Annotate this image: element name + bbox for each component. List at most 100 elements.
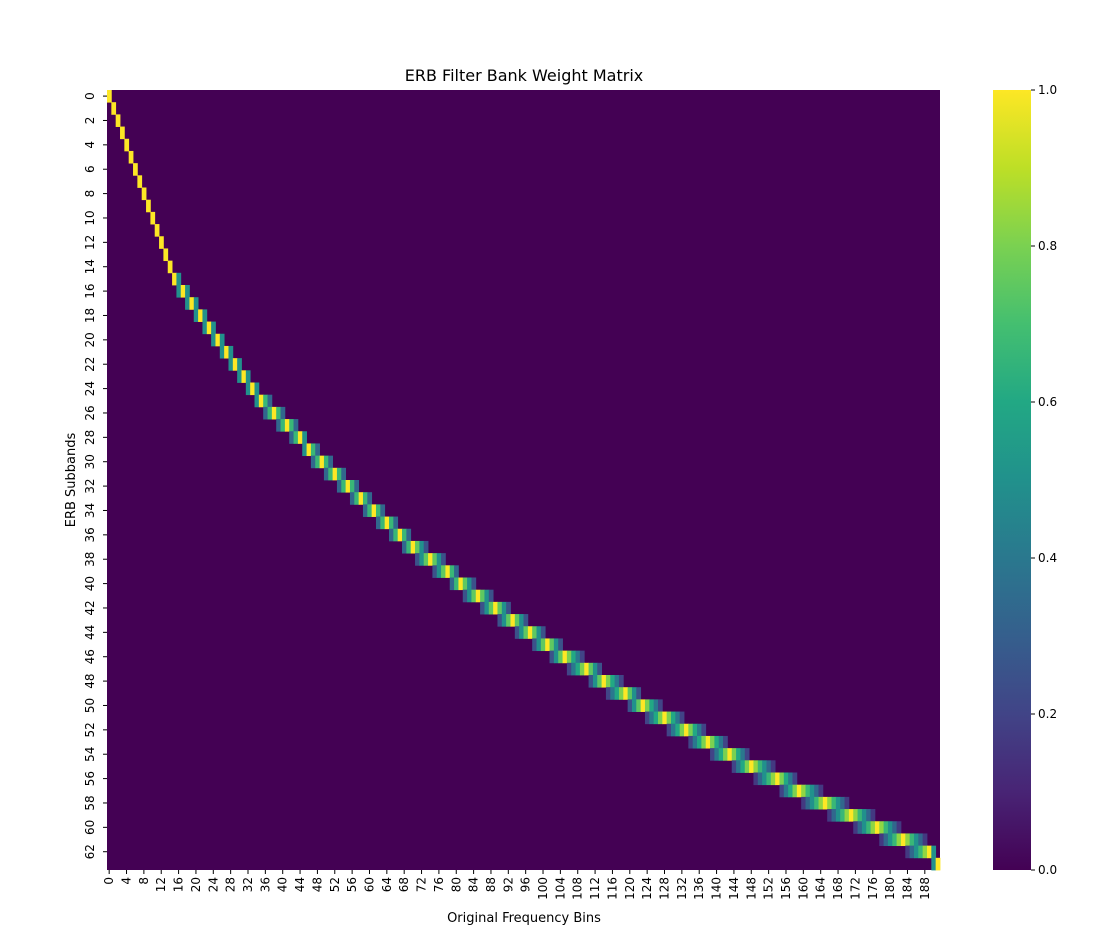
heatmap-cell <box>146 199 151 213</box>
heatmap-cell <box>731 760 737 773</box>
heatmap-cell <box>527 626 533 639</box>
heatmap-cell <box>571 662 576 676</box>
x-tick-label: 120 <box>623 877 637 900</box>
heatmap-cell <box>159 236 164 249</box>
heatmap-cell <box>818 784 824 798</box>
x-axis-label: Original Frequency Bins <box>447 911 601 926</box>
heatmap-cell <box>835 809 841 822</box>
colorbar-tick-label: 1.0 <box>1038 83 1057 97</box>
x-tick-label: 164 <box>814 877 828 900</box>
y-tick-label: 18 <box>83 308 97 323</box>
heatmap-cell <box>224 345 229 359</box>
heatmap-cell <box>644 699 650 712</box>
y-tick-label: 24 <box>83 381 97 396</box>
heatmap-cell <box>931 857 937 871</box>
heatmap-cell <box>675 711 681 725</box>
heatmap-cell <box>879 833 884 847</box>
y-tick-label: 40 <box>83 576 97 591</box>
heatmap-cell <box>284 419 290 432</box>
heatmap-cell <box>896 821 902 834</box>
colorbar-tick-label: 0.0 <box>1038 863 1057 877</box>
heatmap-cell <box>918 833 924 847</box>
heatmap-cell <box>389 528 394 542</box>
heatmap-cell <box>545 638 550 652</box>
heatmap-cell <box>445 565 451 578</box>
heatmap-cell <box>202 321 208 335</box>
y-tick-label: 38 <box>83 552 97 567</box>
heatmap-cell <box>913 833 919 847</box>
heatmap-cell <box>358 492 364 505</box>
heatmap-cell <box>627 687 633 700</box>
heatmap-cell <box>310 443 316 457</box>
heatmap-cell <box>349 492 355 505</box>
heatmap-cell <box>415 553 420 566</box>
heatmap-cell <box>480 589 485 603</box>
heatmap-cell <box>506 601 511 615</box>
y-tick-label: 60 <box>83 820 97 835</box>
heatmap-cell <box>766 760 772 773</box>
heatmap-cell <box>510 614 516 627</box>
heatmap-cell <box>740 760 746 773</box>
y-tick-label: 42 <box>83 600 97 615</box>
heatmap-cell <box>779 784 785 798</box>
x-tick-label: 100 <box>536 877 550 900</box>
heatmap-cell <box>779 772 785 786</box>
y-tick-label: 4 <box>83 141 97 149</box>
heatmap-cell <box>323 467 329 481</box>
heatmap-cell <box>805 784 811 798</box>
heatmap-cell <box>592 662 598 676</box>
heatmap-cell <box>202 309 208 322</box>
heatmap-cell <box>874 821 880 834</box>
x-tick-label: 176 <box>866 877 880 900</box>
x-tick-label: 148 <box>744 877 758 900</box>
x-tick-label: 180 <box>883 877 897 900</box>
y-tick-label: 2 <box>83 117 97 125</box>
heatmap-cell <box>501 601 507 615</box>
y-tick-label: 6 <box>83 165 97 173</box>
chart-title: ERB Filter Bank Weight Matrix <box>405 66 643 85</box>
y-tick-label: 12 <box>83 235 97 250</box>
heatmap-cell <box>857 821 863 834</box>
x-tick-label: 132 <box>675 877 689 900</box>
y-tick-label: 56 <box>83 771 97 786</box>
heatmap-cell <box>375 504 381 517</box>
heatmap-cell <box>740 748 746 761</box>
heatmap-cell <box>896 833 902 847</box>
y-axis-label: ERB Subbands <box>64 433 79 528</box>
heatmap-cell <box>879 821 884 834</box>
y-tick-label: 26 <box>83 405 97 420</box>
heatmap-cell <box>362 504 368 517</box>
heatmap-cell <box>245 370 251 383</box>
heatmap-cell <box>618 675 624 688</box>
heatmap-cell <box>193 297 199 310</box>
heatmap-cell <box>245 382 251 396</box>
x-tick-label: 48 <box>310 877 324 892</box>
x-tick-label: 104 <box>553 877 567 900</box>
heatmap-cell <box>467 589 472 603</box>
heatmap-cell <box>419 553 425 566</box>
heatmap-cell <box>276 419 281 432</box>
heatmap-cell <box>566 650 572 664</box>
heatmap-cell <box>922 845 928 859</box>
heatmap-cell <box>775 772 780 786</box>
x-tick-label: 40 <box>276 877 290 892</box>
heatmap-cell <box>332 467 338 481</box>
heatmap-cell <box>484 589 490 603</box>
x-tick-label: 60 <box>362 877 376 892</box>
heatmap-cell <box>710 748 715 761</box>
x-tick-label: 128 <box>658 877 672 900</box>
x-tick-label: 44 <box>293 877 307 892</box>
heatmap-cell <box>402 528 407 542</box>
heatmap-cell <box>770 772 776 786</box>
x-axis-ticks: 0 4 8 12 16 20 24 28 32 36 40 44 48 52 56 60 64 68 72 76 80 8… <box>102 870 932 900</box>
heatmap-cell <box>193 309 199 322</box>
heatmap-cell <box>562 650 568 664</box>
heatmap-cell <box>935 857 941 871</box>
heatmap-cell <box>801 796 806 810</box>
heatmap-cell <box>289 419 294 432</box>
heatmap-cell <box>840 796 845 810</box>
colorbar-tick-label: 0.6 <box>1038 395 1057 409</box>
heatmap-cell <box>814 784 819 798</box>
heatmap-cell <box>189 297 195 310</box>
heatmap-cell <box>597 675 602 688</box>
